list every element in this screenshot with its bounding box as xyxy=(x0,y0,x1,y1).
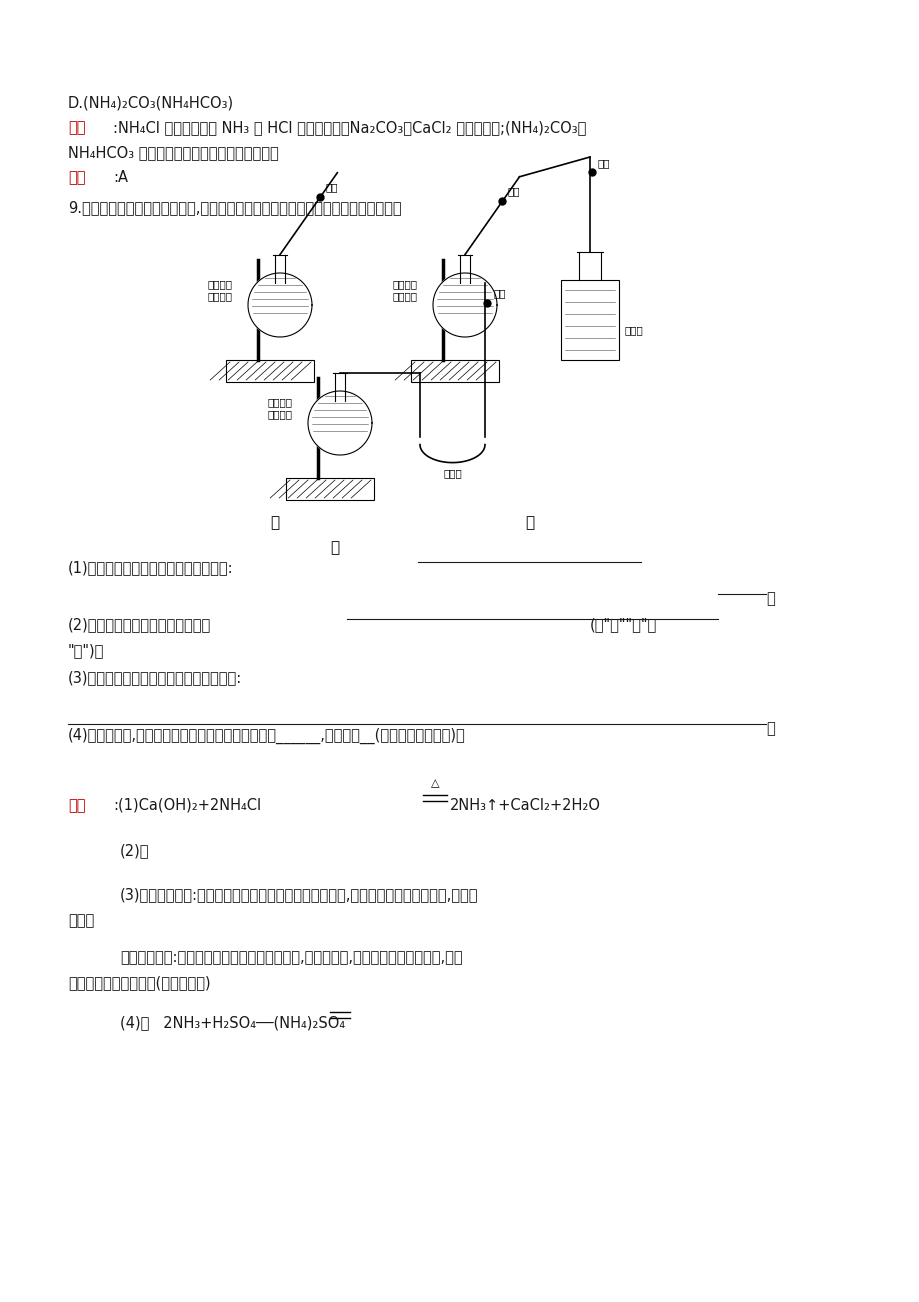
Text: (4)上述装置中,其中一个装置肯定收集不到氨气的是______,其原因是__(用化学方程式表示)。: (4)上述装置中,其中一个装置肯定收集不到氨气的是______,其原因是__(用… xyxy=(68,728,465,745)
Text: 乙: 乙 xyxy=(525,516,534,530)
Text: 2NH₃↑+CaCl₂+2H₂O: 2NH₃↑+CaCl₂+2H₂O xyxy=(449,798,600,812)
Bar xyxy=(411,359,498,381)
Polygon shape xyxy=(248,273,312,337)
Text: 氯化铵和
氢氧化钙: 氯化铵和 氢氧化钙 xyxy=(392,279,417,301)
Text: (2)实验室装置和所用样品最好的是: (2)实验室装置和所用样品最好的是 xyxy=(68,617,211,631)
Text: 氯化铵和
氢氧化钙: 氯化铵和 氢氧化钙 xyxy=(208,279,233,301)
Text: 的现象是产生大量白烟(任意写一种): 的现象是产生大量白烟(任意写一种) xyxy=(68,975,210,990)
Bar xyxy=(286,478,374,500)
Text: 9.为了在实验室制取干燥的氨气,甲、乙、丙三位同学分别设计了如下三套实验装置。: 9.为了在实验室制取干燥的氨气,甲、乙、丙三位同学分别设计了如下三套实验装置。 xyxy=(68,201,402,215)
Text: (填"甲""乙"或: (填"甲""乙"或 xyxy=(589,617,656,631)
Text: 棉花: 棉花 xyxy=(506,186,519,197)
Bar xyxy=(561,280,618,359)
Text: 答案: 答案 xyxy=(68,171,85,185)
Text: 第二种方法是:用玻璃棒蔄取浓盐酸或者浓硒酸,放在试管口,如果试管里收集了氨气,观察: 第二种方法是:用玻璃棒蔄取浓盐酸或者浓硒酸,放在试管口,如果试管里收集了氨气,观… xyxy=(119,950,462,965)
Text: 解析: 解析 xyxy=(68,120,85,135)
Text: D.(NH₄)₂CO₃(NH₄HCO₃): D.(NH₄)₂CO₃(NH₄HCO₃) xyxy=(68,95,233,109)
Polygon shape xyxy=(308,391,371,454)
Text: 棉花: 棉花 xyxy=(597,158,610,168)
Polygon shape xyxy=(433,273,496,337)
Text: 答案: 答案 xyxy=(68,798,85,812)
Text: :(1)Ca(OH)₂+2NH₄Cl: :(1)Ca(OH)₂+2NH₄Cl xyxy=(113,798,261,812)
Text: 棉花: 棉花 xyxy=(324,182,337,193)
Text: 碱石灰: 碱石灰 xyxy=(443,469,461,479)
Text: (3)检验试管里是否收集满了氨气的方法是:: (3)检验试管里是否收集满了氨气的方法是: xyxy=(68,671,242,685)
Text: 丙: 丙 xyxy=(330,540,339,555)
Text: (2)丙: (2)丙 xyxy=(119,842,150,858)
Bar xyxy=(226,359,313,381)
Text: "丙")。: "丙")。 xyxy=(68,643,104,658)
Text: 。: 。 xyxy=(766,591,774,605)
Text: (3)第一种方法是:在试管口处放一块湿润的红色石蕊试纸,如果试管里收集满了氨气,试纸将: (3)第一种方法是:在试管口处放一块湿润的红色石蕊试纸,如果试管里收集满了氨气,… xyxy=(119,887,478,902)
Text: NH₄HCO₃ 受热均分解，故用加热法不能分离。: NH₄HCO₃ 受热均分解，故用加热法不能分离。 xyxy=(68,145,278,160)
Text: :A: :A xyxy=(113,171,128,185)
Text: 甲: 甲 xyxy=(270,516,279,530)
Text: 。: 。 xyxy=(766,721,774,736)
Text: △: △ xyxy=(430,779,438,788)
Text: (1)写出实验室制氨气的化学反应方程式:: (1)写出实验室制氨气的化学反应方程式: xyxy=(68,560,233,575)
Text: (4)乙   2NH₃+H₂SO₄──(NH₄)₂SO₄: (4)乙 2NH₃+H₂SO₄──(NH₄)₂SO₄ xyxy=(119,1016,345,1030)
Text: 浓硫酸: 浓硫酸 xyxy=(624,326,643,335)
Text: 棉花: 棉花 xyxy=(494,289,506,298)
Text: 变蓝色: 变蓝色 xyxy=(68,913,94,928)
Text: 氯化铵和
氢氧化钙: 氯化铵和 氢氧化钙 xyxy=(267,397,292,419)
Text: :NH₄Cl 受热分解产生 NH₃ 和 HCl 气体而除去。Na₂CO₃、CaCl₂ 受热不分解;(NH₄)₂CO₃、: :NH₄Cl 受热分解产生 NH₃ 和 HCl 气体而除去。Na₂CO₃、CaC… xyxy=(113,120,585,135)
